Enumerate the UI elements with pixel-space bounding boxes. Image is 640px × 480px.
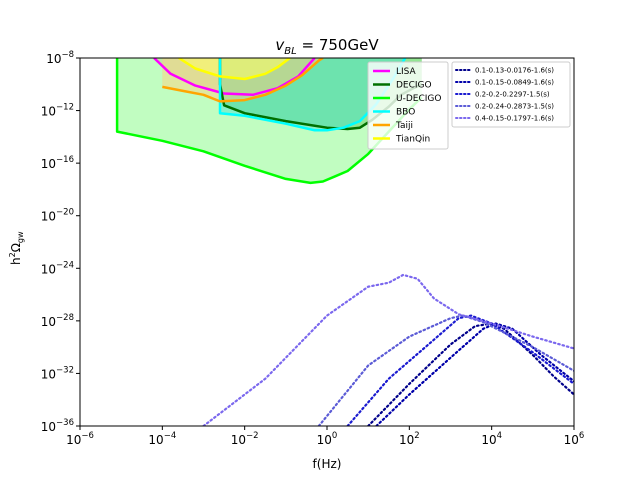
sensitivity-curve-lisa (153, 58, 316, 97)
legend-label-0-2-0-24-0-2873-1-5-s: 0.2-0.24-0.2873-1.5(s) (475, 103, 554, 111)
y-tick-label: 10−24 (41, 260, 74, 276)
legend-label-0-4-0-15-0-1797-1-6-s: 0.4-0.15-0.1797-1.6(s) (475, 115, 554, 123)
legend-label-0-1-0-15-0-0849-1-6-s: 0.1-0.15-0.0849-1.6(s) (475, 79, 554, 87)
signal-series (202, 273, 574, 426)
legend-label-0-1-0-13-0-0176-1-6-s: 0.1-0.13-0.0176-1.6(s) (475, 67, 554, 75)
y-axis-label: h2Ωgw (8, 231, 25, 265)
x-axis-ticks: 10−6 10−4 10−2 100 102 104 106 (66, 426, 584, 447)
x-tick-label: 102 (399, 431, 420, 447)
legend-signals-box (451, 61, 571, 128)
legend-label-lisa: LISA (396, 67, 417, 77)
legend-label-0-2-0-2-0-2297-1-5-s: 0.2-0.2-0.2297-1.5(s) (475, 91, 550, 99)
legend-signals: 0.1-0.13-0.0176-1.6(s) 0.1-0.15-0.0849-1.… (451, 61, 571, 128)
legend-label-taiji: Taiji (395, 121, 413, 131)
legend-label-decigo: DECIGO (396, 81, 432, 91)
signal-line-0-4-0-15-0-1797-1-6-s (202, 273, 574, 426)
x-tick-label: 100 (317, 431, 338, 447)
x-tick-label: 104 (481, 431, 502, 447)
y-tick-label: 10−20 (41, 208, 74, 224)
chart-title: vBL = 750GeV (275, 36, 379, 57)
x-axis-label: f(Hz) (313, 457, 342, 471)
signal-line-0-2-0-2-0-2297-1-5-s (346, 314, 574, 426)
legend-detectors: LISA DECIGO U-DECIGO BBO Taiji TianQin (367, 61, 449, 150)
sensitivity-curve-taiji (162, 58, 324, 103)
sensitivity-curve-tianqin (178, 58, 291, 81)
y-tick-label: 10−12 (41, 103, 74, 119)
y-tick-label: 10−32 (41, 365, 74, 381)
x-tick-label: 10−6 (66, 431, 94, 447)
x-tick-label: 10−4 (148, 431, 176, 447)
signal-line-0-2-0-24-0-2873-1-5-s (317, 314, 574, 426)
legend-label-u-decigo: U-DECIGO (396, 94, 441, 104)
y-tick-label: 10−16 (41, 155, 74, 171)
y-axis-ticks: 10−8 10−12 10−16 10−20 10−24 10−28 10−32 10−36 (41, 50, 80, 434)
y-tick-label: 10−8 (46, 50, 74, 66)
x-tick-label: 10−2 (231, 431, 259, 447)
legend-label-tianqin: TianQin (395, 135, 430, 145)
y-tick-label: 10−28 (41, 313, 74, 329)
legend-label-bbo: BBO (396, 108, 415, 118)
y-tick-label: 10−36 (41, 418, 74, 434)
x-tick-label: 106 (564, 431, 585, 447)
signal-line-0-1-0-15-0-0849-1-6-s (375, 322, 574, 426)
